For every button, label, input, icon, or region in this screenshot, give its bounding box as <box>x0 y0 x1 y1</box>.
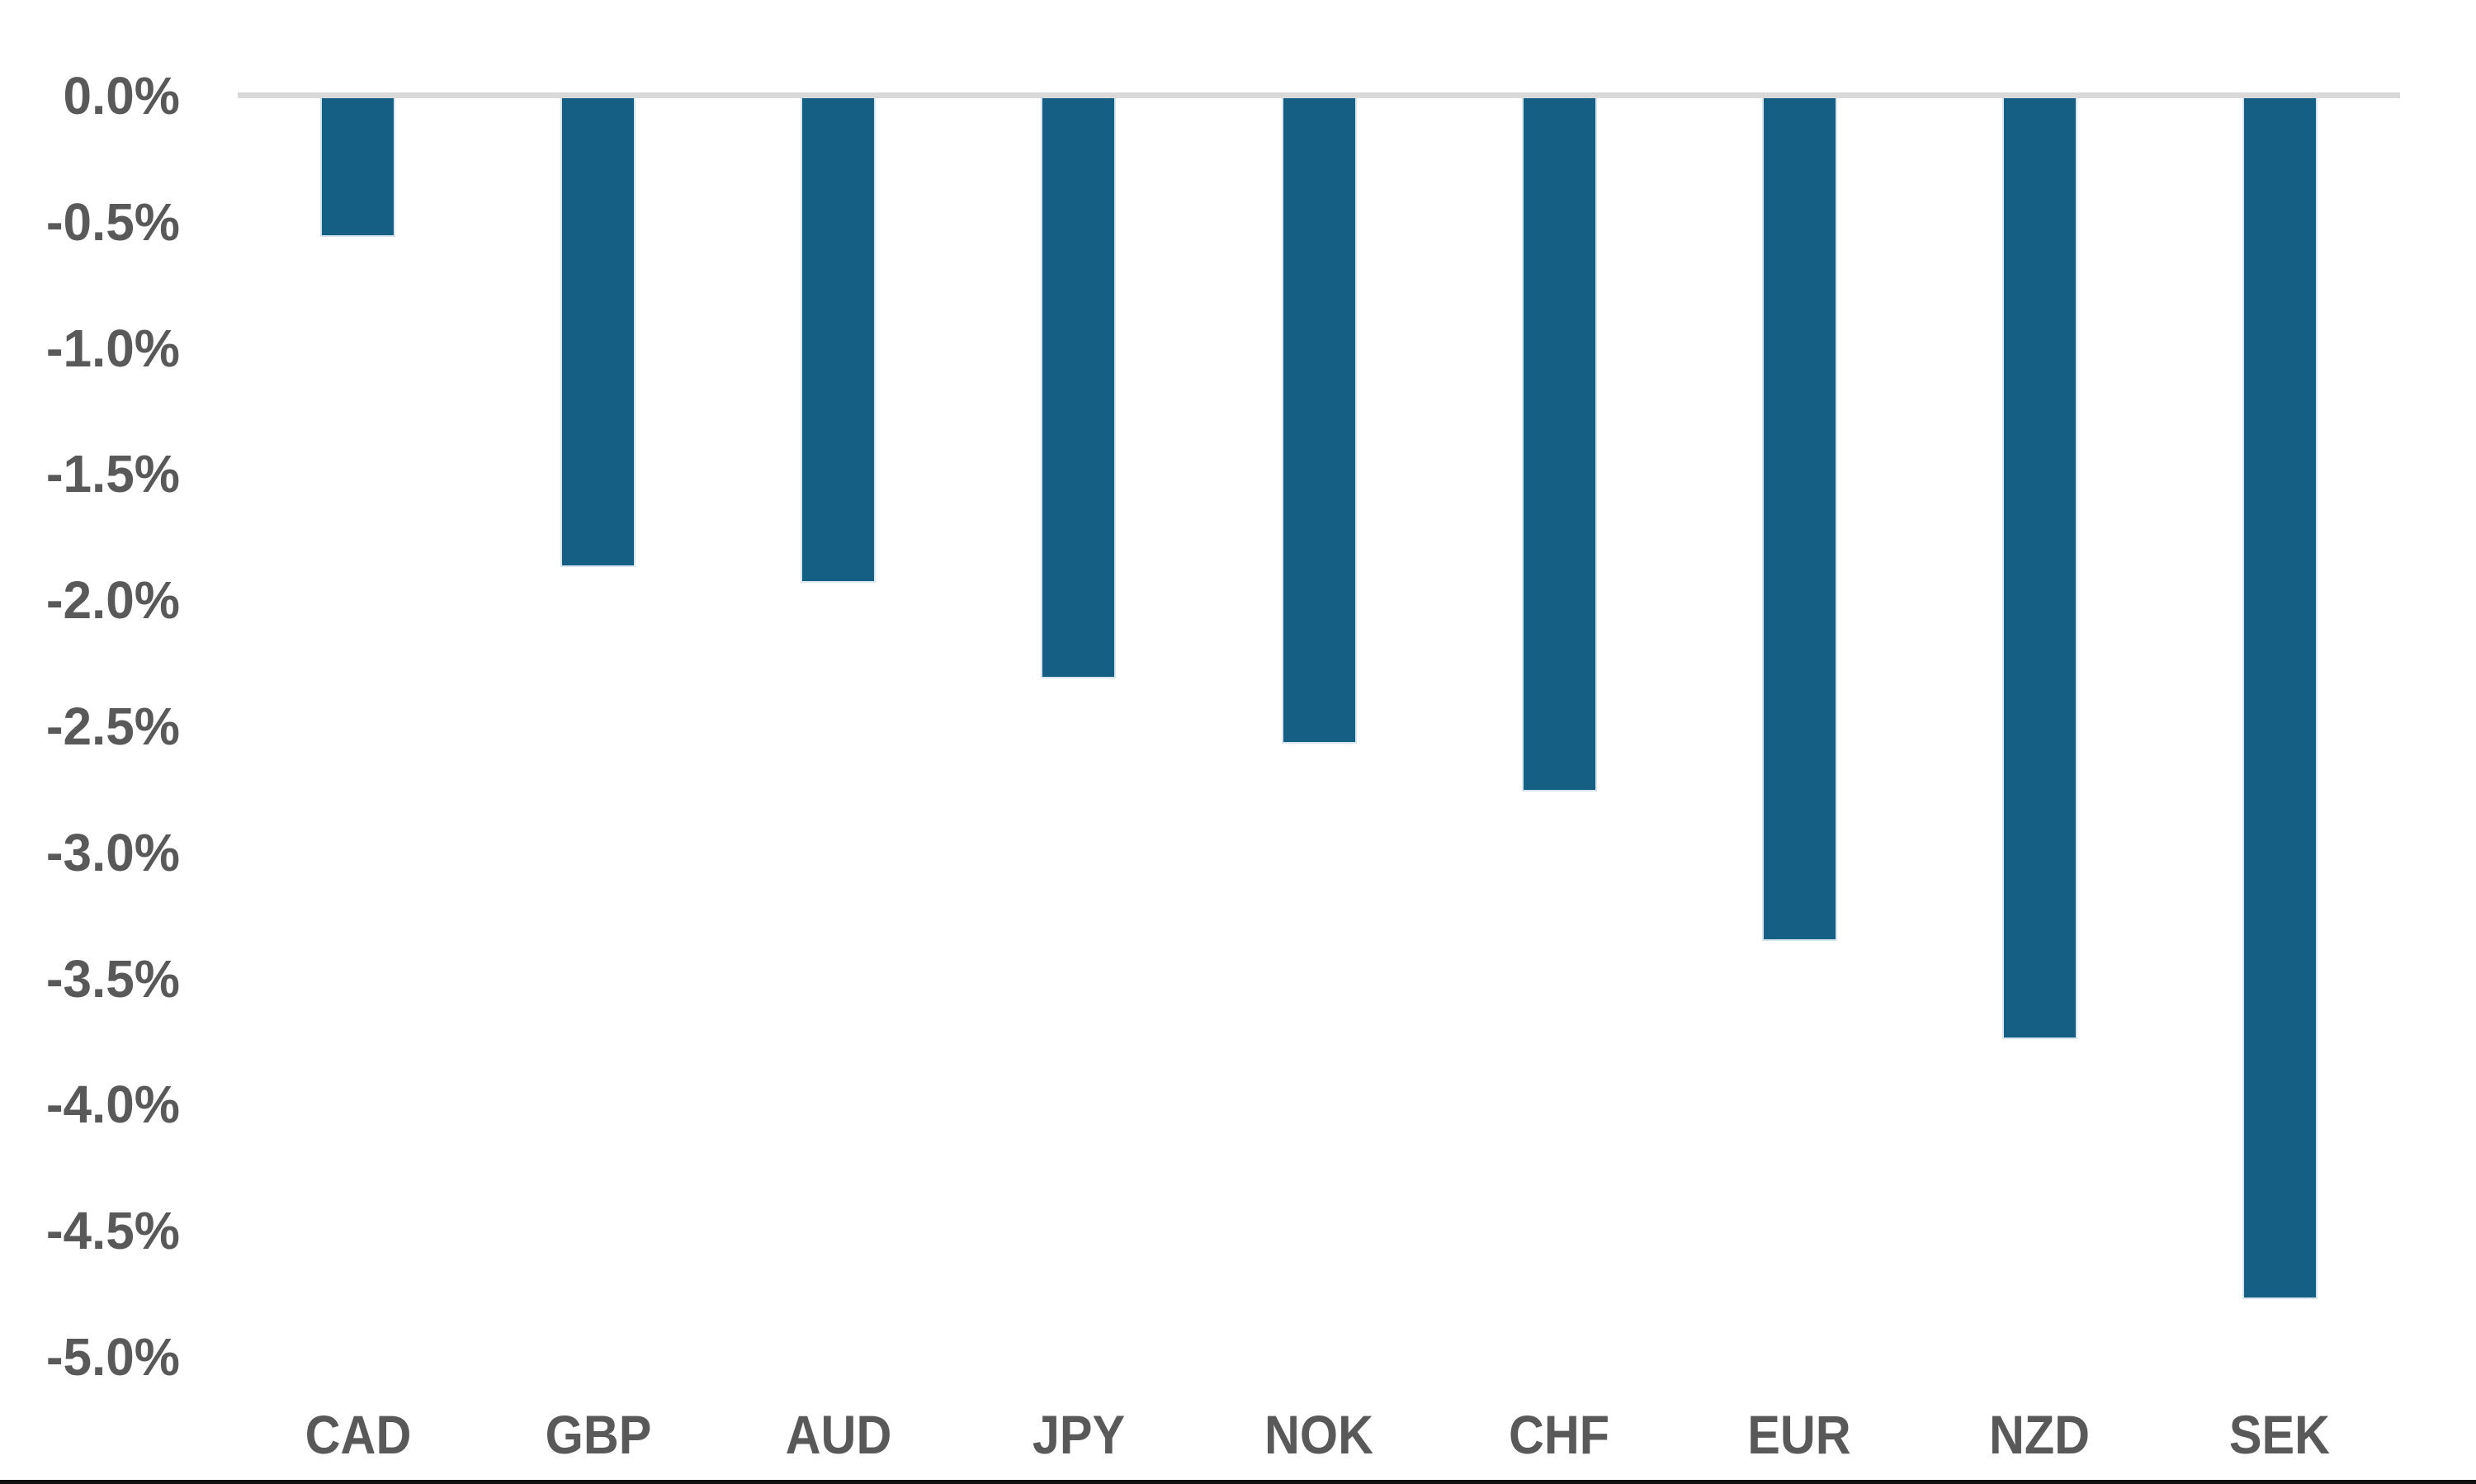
bar-sek <box>2242 96 2318 1299</box>
y-tick-label: -4.5% <box>45 1201 180 1261</box>
x-category-label-eur: EUR <box>1747 1404 1851 1465</box>
bar-chf <box>1521 96 1597 792</box>
bar-aud <box>801 96 877 583</box>
y-tick-label: 0.0% <box>63 66 180 125</box>
bar-jpy <box>1041 96 1117 678</box>
zero-gridline <box>238 92 2400 98</box>
x-category-label-nok: NOK <box>1264 1404 1373 1465</box>
x-category-label-sek: SEK <box>2229 1404 2331 1465</box>
y-tick-label: -1.5% <box>45 444 180 504</box>
y-tick-label: -0.5% <box>45 191 180 252</box>
x-category-label-aud: AUD <box>785 1404 892 1465</box>
y-tick-label: -2.0% <box>45 570 180 631</box>
y-tick-label: -2.5% <box>45 697 180 756</box>
bar-gbp <box>560 96 636 568</box>
bar-eur <box>1761 96 1837 941</box>
bar-cad <box>320 96 396 238</box>
y-tick-label: -4.0% <box>45 1075 180 1135</box>
y-tick-label: -3.0% <box>45 822 180 882</box>
bottom-border-line <box>0 1480 2476 1484</box>
bar-nzd <box>2001 96 2077 1039</box>
y-tick-label: -1.0% <box>45 318 180 378</box>
x-category-label-chf: CHF <box>1509 1404 1610 1465</box>
x-category-label-cad: CAD <box>305 1404 411 1465</box>
y-tick-label: -5.0% <box>45 1327 180 1387</box>
bar-nok <box>1281 96 1357 744</box>
y-tick-label: -3.5% <box>45 948 180 1009</box>
x-category-label-jpy: JPY <box>1032 1404 1126 1465</box>
x-category-label-gbp: GBP <box>545 1404 652 1465</box>
x-category-label-nzd: NZD <box>1989 1404 2091 1465</box>
